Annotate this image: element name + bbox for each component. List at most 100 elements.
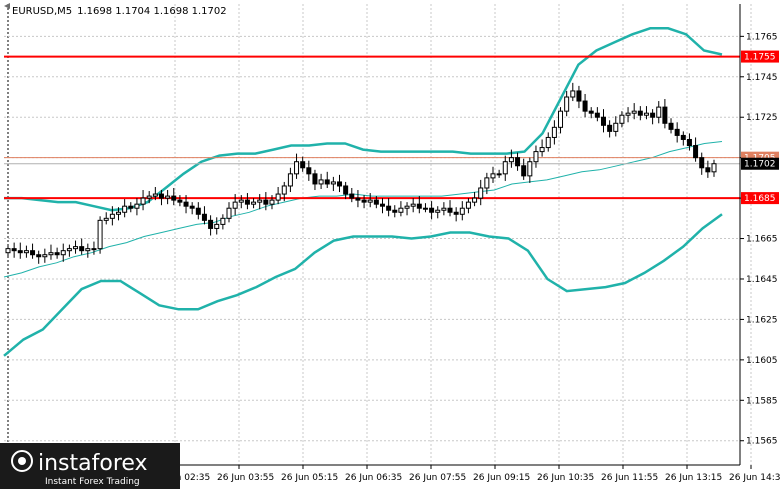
y-tick-label: 1.1605 [746, 356, 778, 366]
y-tick-label: 1.1645 [746, 275, 778, 285]
bollinger-lower-line [3, 213, 723, 357]
candle-body [103, 217, 109, 221]
candle-body [226, 207, 232, 219]
candle-body [54, 252, 60, 256]
candle-body [650, 112, 656, 118]
candle-body [244, 199, 250, 205]
candle-body [251, 201, 257, 205]
candle-body [459, 207, 465, 215]
brand-name: instaforex [38, 451, 148, 476]
candle-body [238, 199, 244, 203]
candle-body [79, 246, 85, 252]
candle-body [306, 167, 312, 175]
candle-body [122, 205, 128, 213]
x-tick-label: 26 Jun 14:35 [729, 473, 781, 483]
candle-body [625, 112, 631, 116]
candle-body [379, 203, 385, 207]
current-price-label: 1.1702 [744, 160, 776, 170]
candle-body [128, 205, 134, 209]
y-tick-label: 1.1745 [746, 73, 778, 83]
candle-body [23, 250, 29, 254]
candle-body [404, 205, 410, 209]
candle-body [582, 100, 588, 112]
price-axis: 1.17651.17451.17251.17051.16851.16651.16… [4, 4, 779, 466]
candle-body [91, 248, 97, 251]
symbol-label: EURUSD,M5 1.1698 1.1704 1.1698 1.1702 [12, 6, 227, 17]
candle-body [208, 219, 214, 229]
candle-body [73, 246, 79, 250]
candle-body [177, 199, 183, 203]
candle-body [355, 197, 361, 201]
candle-body [686, 138, 692, 147]
candle-body [570, 90, 576, 98]
level-price-label: 1.1755 [744, 53, 776, 63]
x-tick-label: 26 Jun 07:55 [409, 473, 466, 483]
y-tick-label: 1.1585 [746, 396, 778, 406]
collapse-arrow-icon[interactable] [4, 3, 10, 9]
candle-body [60, 250, 66, 256]
candle-body [201, 213, 207, 221]
logo-sun-icon [11, 450, 33, 472]
candle-body [11, 248, 17, 252]
candle-body [343, 185, 349, 195]
candle-body [637, 110, 643, 116]
candle-body [478, 187, 484, 199]
x-tick-label: 26 Jun 11:55 [601, 473, 658, 483]
candle-body [441, 207, 447, 211]
candle-body [269, 199, 275, 205]
candle-body [66, 248, 72, 252]
candle-body [146, 195, 152, 199]
candle-body [140, 197, 146, 205]
candle-body [711, 163, 717, 173]
candle-body [392, 209, 398, 213]
candle-body [330, 181, 336, 185]
candle-body [337, 181, 343, 187]
candle-body [183, 201, 189, 207]
candle-body [429, 207, 435, 213]
candle-body [674, 128, 680, 136]
brand-logo: instaforex Instant Forex Trading [0, 443, 180, 489]
candle-body [613, 122, 619, 132]
candle-body [189, 205, 195, 209]
candle-body [656, 106, 662, 118]
candle-body [318, 179, 324, 185]
candle-body [5, 248, 11, 254]
candle-body [705, 167, 711, 173]
candle-body [367, 199, 373, 203]
candle-body [116, 211, 122, 215]
grid [4, 4, 752, 465]
candle-body [349, 193, 355, 199]
x-tick-label: 26 Jun 09:15 [473, 473, 530, 483]
candle-body [422, 207, 428, 210]
candle-body [693, 145, 699, 159]
candle-body [465, 201, 471, 209]
x-tick-label: 26 Jun 13:15 [665, 473, 722, 483]
candle-body [48, 252, 54, 256]
candle-body [607, 124, 613, 132]
candle-body [472, 197, 478, 203]
x-tick-label: 26 Jun 03:55 [217, 473, 274, 483]
candle-body [287, 173, 293, 187]
candle-body [564, 96, 570, 112]
candle-body [545, 136, 551, 149]
logo-sun-core-icon [18, 457, 26, 465]
candle-body [447, 207, 453, 213]
candle-body [643, 112, 649, 116]
candle-body [600, 116, 606, 126]
candlesticks [5, 82, 717, 264]
candle-body [300, 161, 306, 169]
x-tick-label: 26 Jun 02:35 [153, 473, 210, 483]
y-tick-label: 1.1765 [746, 32, 778, 42]
candle-body [398, 207, 404, 213]
y-tick-label: 1.1665 [746, 235, 778, 245]
level-price-label: 1.1685 [744, 194, 776, 204]
candle-body [551, 126, 557, 138]
candle-body [171, 195, 177, 201]
candle-body [257, 199, 263, 203]
candle-body [281, 185, 287, 195]
candle-body [527, 161, 533, 177]
candle-body [410, 203, 416, 207]
